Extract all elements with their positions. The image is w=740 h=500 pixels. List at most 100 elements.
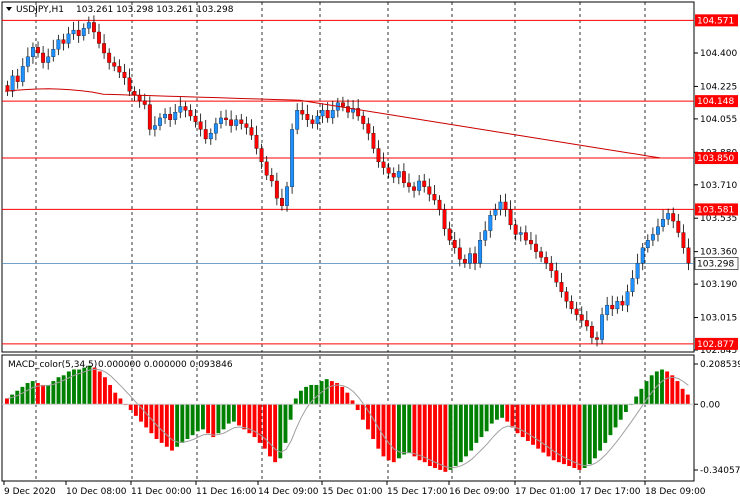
candle-body	[173, 112, 178, 120]
macd-bar	[618, 404, 623, 420]
macd-bar	[211, 404, 216, 438]
price-tick-label: 102.845	[700, 346, 737, 356]
candle-body	[656, 226, 660, 235]
macd-bar	[15, 390, 20, 405]
candle-body	[183, 106, 188, 111]
candle-body	[447, 228, 452, 241]
level-price-label: 103.581	[697, 205, 734, 215]
macd-bar	[453, 404, 458, 467]
candle-body	[46, 56, 51, 63]
candle-body	[61, 39, 66, 44]
price-tick-label: 103.190	[700, 280, 737, 290]
macd-bar	[448, 404, 453, 470]
macd-bar	[252, 404, 257, 438]
candle-body	[320, 110, 325, 117]
candle-body	[361, 115, 366, 124]
candle-body	[203, 129, 208, 140]
candle-body	[468, 253, 472, 264]
candle-body	[544, 257, 549, 264]
candle-body	[147, 104, 152, 130]
macd-bar	[51, 381, 56, 405]
macd-bar	[159, 404, 164, 443]
collapse-triangle-icon[interactable]	[6, 7, 12, 11]
macd-bar	[639, 388, 644, 405]
candle-body	[117, 66, 122, 73]
macd-bar	[56, 377, 61, 405]
candle-body	[584, 320, 589, 327]
macd-bar	[288, 404, 293, 420]
candle-body	[112, 62, 117, 67]
horizontal-levels[interactable]	[2, 19, 694, 345]
candle-body	[168, 113, 173, 120]
time-tick-label: 15 Dec 01:00	[322, 487, 383, 497]
macd-bar	[603, 404, 608, 443]
macd-bar	[556, 404, 561, 463]
macd-bar	[407, 404, 412, 453]
candle-body	[86, 22, 91, 29]
candle-body	[66, 33, 71, 44]
candle-body	[127, 77, 132, 92]
level-price-tag	[695, 337, 738, 350]
candle-body	[36, 47, 40, 54]
macd-bar	[438, 404, 443, 470]
macd-bar	[427, 404, 432, 467]
candle-body	[396, 171, 401, 178]
macd-bar	[5, 398, 9, 405]
candle-body	[158, 117, 162, 126]
candle-body	[315, 115, 320, 124]
candle-body	[280, 198, 284, 206]
macd-bar	[634, 396, 639, 405]
macd-bar	[304, 386, 309, 405]
candle-body	[300, 110, 305, 115]
candle-body	[564, 291, 569, 302]
macd-bar	[82, 367, 87, 405]
candle-body	[452, 240, 457, 248]
candle-body	[686, 247, 691, 264]
macd-bar	[644, 381, 649, 405]
macd-bar	[366, 404, 370, 430]
candle-body	[97, 31, 101, 44]
macd-bar	[133, 404, 138, 416]
candle-body	[5, 85, 10, 92]
macd-bar	[340, 386, 345, 405]
candle-body	[518, 232, 523, 235]
candle-body	[213, 123, 218, 134]
candle-body	[107, 52, 112, 63]
macd-bar	[257, 404, 262, 443]
candle-body	[340, 102, 345, 107]
macd-bar	[10, 394, 15, 405]
macd-bar	[144, 404, 149, 428]
macd-bar	[670, 375, 675, 405]
candle-body	[208, 133, 213, 140]
macd-bar	[293, 398, 298, 405]
price-tick-label: 104.400	[700, 49, 737, 59]
candle-body	[56, 39, 61, 50]
macd-bar	[231, 404, 236, 422]
level-price-label: 104.148	[697, 97, 734, 107]
macd-bar	[500, 404, 505, 418]
macd-bar	[164, 404, 169, 447]
candle-body	[193, 115, 198, 122]
candle-body	[529, 240, 533, 245]
candle-body	[676, 220, 681, 233]
time-tick-label: 18 Dec 09:00	[645, 487, 706, 497]
level-price-tag	[695, 14, 738, 27]
candle-body	[549, 262, 554, 271]
macd-bar	[371, 404, 376, 440]
price-tick-label: 103.360	[700, 248, 737, 258]
candle-body	[457, 247, 462, 260]
macd-bar	[87, 365, 92, 405]
macd-bar	[386, 404, 391, 461]
candle-body	[589, 325, 594, 338]
macd-bar	[402, 404, 407, 455]
macd-bar	[314, 384, 319, 405]
candle-body	[25, 56, 30, 67]
level-labels: 104.571 104.148 103.850 103.581 102.877 103.2…	[694, 14, 739, 350]
macd-histogram	[5, 365, 690, 472]
macd-bar	[97, 371, 102, 405]
bid-price-tag	[694, 257, 739, 270]
candle-body	[661, 219, 665, 227]
macd-bar	[464, 404, 468, 457]
macd-bar	[77, 369, 82, 405]
